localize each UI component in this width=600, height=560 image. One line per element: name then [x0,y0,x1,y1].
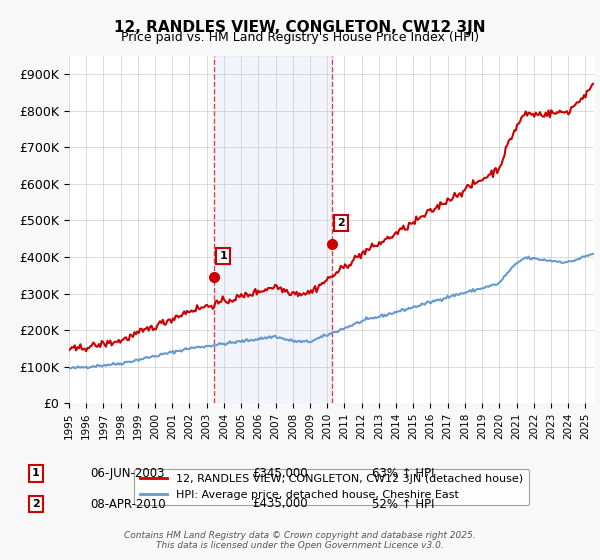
Text: Price paid vs. HM Land Registry's House Price Index (HPI): Price paid vs. HM Land Registry's House … [121,31,479,44]
Text: 63% ↑ HPI: 63% ↑ HPI [372,466,434,480]
Text: 1: 1 [219,251,227,261]
Text: 2: 2 [32,499,40,509]
Text: £435,000: £435,000 [252,497,308,511]
Text: 1: 1 [32,468,40,478]
Text: 12, RANDLES VIEW, CONGLETON, CW12 3JN: 12, RANDLES VIEW, CONGLETON, CW12 3JN [114,20,486,35]
Bar [214,56,332,403]
Text: 08-APR-2010: 08-APR-2010 [90,497,166,511]
Text: 52% ↑ HPI: 52% ↑ HPI [372,497,434,511]
Legend: 12, RANDLES VIEW, CONGLETON, CW12 3JN (detached house), HPI: Average price, deta: 12, RANDLES VIEW, CONGLETON, CW12 3JN (d… [134,469,529,505]
Text: Contains HM Land Registry data © Crown copyright and database right 2025.
This d: Contains HM Land Registry data © Crown c… [124,530,476,550]
Text: £345,000: £345,000 [252,466,308,480]
Text: 2: 2 [337,218,345,228]
Text: 06-JUN-2003: 06-JUN-2003 [90,466,164,480]
